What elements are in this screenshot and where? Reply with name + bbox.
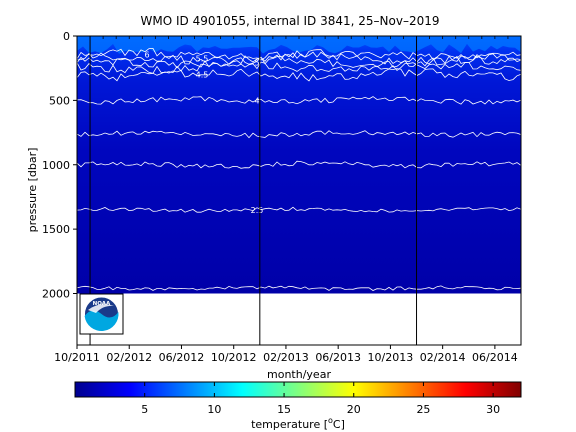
x-tick-label: 02/2013	[263, 351, 309, 364]
noaa-logo-wave	[84, 310, 119, 332]
contour-line	[77, 68, 521, 82]
y-tick-label: 2000	[42, 288, 70, 301]
y-tick-label: 1000	[42, 159, 70, 172]
noaa-logo-text: NOAA	[93, 301, 111, 307]
colorbar-unit: C]	[333, 418, 345, 431]
colorbar-tick-label: 20	[347, 403, 361, 416]
colorbar: 5 10 15 20 25 30 temperature [oC]	[74, 381, 522, 431]
y-tick-label: 500	[49, 94, 70, 107]
x-tick-label: 06/2013	[315, 351, 361, 364]
contour-lines: 6 5.5 5 4.5 4 2.5	[77, 47, 521, 291]
surface-noise	[77, 36, 521, 54]
colorbar-gradient	[74, 381, 522, 398]
chart-title: WMO ID 4901055, internal ID 3841, 25–Nov…	[141, 14, 440, 28]
colorbar-label: temperature [oC]	[251, 416, 345, 431]
contour-line	[77, 51, 521, 65]
contour-line	[77, 285, 521, 291]
x-tick-label: 06/2014	[472, 351, 518, 364]
y-tick-label: 0	[63, 30, 70, 43]
contour-line	[77, 206, 521, 213]
contour-line	[77, 55, 521, 69]
contour-label: 5.5	[196, 55, 209, 64]
contour-label: 5	[254, 58, 259, 67]
colorbar-degree: o	[328, 416, 333, 425]
contour-label: 4	[254, 96, 259, 105]
colorbar-tick-label: 5	[141, 403, 148, 416]
colorbar-tick-label: 30	[486, 403, 500, 416]
x-tick-label: 10/2012	[211, 351, 257, 364]
heatmap-area: 6 5.5 5 4.5 4 2.5	[77, 36, 521, 294]
colorbar-tick-label: 15	[277, 403, 291, 416]
x-tick-label: 10/2011	[54, 351, 100, 364]
x-axis: 10/2011 02/2012 06/2012 10/2012 02/2013 06/20…	[54, 36, 522, 364]
colorbar-ticks: 5 10 15 20 25 30	[141, 382, 500, 416]
noaa-logo: NOAA	[79, 293, 124, 335]
x-tick-label: 02/2014	[420, 351, 466, 364]
y-axis-label: pressure [dbar]	[26, 148, 39, 233]
contour-line	[77, 61, 521, 74]
x-tick-label: 02/2012	[106, 351, 152, 364]
colorbar-tick-label: 25	[416, 403, 430, 416]
contour-line	[77, 130, 521, 139]
heatmap-field	[77, 36, 521, 294]
contour-line	[77, 96, 521, 105]
y-tick-label: 1500	[42, 223, 70, 236]
contour-line	[77, 160, 521, 169]
x-tick-label: 10/2013	[368, 351, 414, 364]
contour-label: 6	[144, 51, 149, 60]
contour-line	[77, 47, 521, 61]
x-tick-label: 06/2012	[159, 351, 205, 364]
colorbar-tick-label: 10	[207, 403, 221, 416]
x-axis-label: month/year	[267, 368, 331, 381]
contour-label: 4.5	[196, 71, 209, 80]
contour-label: 2.5	[251, 206, 264, 215]
y-axis: 0 500 1000 1500 2000	[42, 30, 77, 301]
noaa-logo-bird	[88, 304, 114, 313]
